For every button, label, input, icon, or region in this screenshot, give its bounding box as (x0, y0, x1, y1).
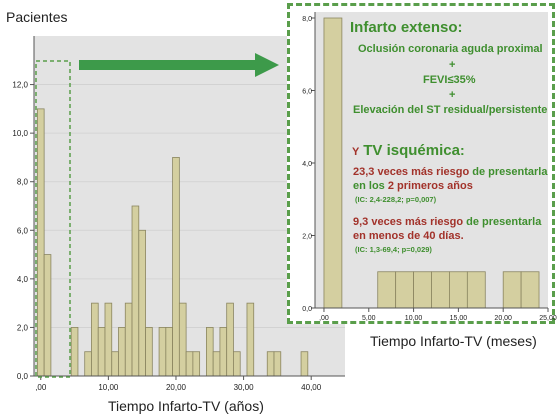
inset-x-tick-label: 10,00 (405, 315, 423, 322)
inset-bar (520, 271, 540, 309)
main-y-tick-label: 0,0 (17, 372, 29, 381)
highlight-dashed-box (35, 60, 71, 378)
annotation-line1: Oclusión coronaria aguda proximal (358, 43, 543, 55)
stat2-period: en menos de 40 días. (353, 229, 464, 242)
annotation-line3: Elevación del ST residual/persistente (353, 104, 548, 116)
inset-bar (502, 271, 522, 309)
inset-bar (413, 271, 432, 309)
inset-plot-area (315, 12, 548, 308)
inset-x-axis-label: Tiempo Infarto-TV (meses) (370, 333, 537, 349)
inset-y-tick-label: 2,0 (302, 234, 312, 241)
tv-heading-colon: : (459, 142, 465, 158)
stat2-ci: (IC: 1,3-69,4; p=0,029) (355, 245, 432, 254)
tv-prefix: Y (352, 146, 360, 158)
main-x-tick-label: ,00 (35, 383, 47, 392)
tv-heading: Y TV isquémica: (352, 142, 465, 161)
main-x-tick-label: 10,00 (98, 383, 119, 392)
inset-x-tick-label: 15,00 (450, 315, 468, 322)
inset-x-tick-label: 20,00 (494, 315, 512, 322)
main-y-tick-label: 6,0 (17, 226, 29, 235)
inset-bar (431, 271, 450, 309)
inset-bar (395, 271, 414, 309)
inset-x-tick-label: 5,00 (362, 315, 376, 322)
inset-y-tick-label: 4,0 (302, 161, 312, 168)
annotation-heading: Infarto extenso: (350, 19, 463, 36)
main-x-tick-label: 40,00 (301, 383, 322, 392)
inset-y-tick-label: 8,0 (302, 16, 312, 23)
main-y-axis-label: Pacientes (6, 9, 68, 25)
zoom-arrow (79, 53, 279, 77)
inset-bar (466, 271, 486, 309)
main-y-tick-label: 10,0 (12, 129, 28, 138)
main-y-tick-label: 12,0 (12, 81, 28, 90)
inset-bar (377, 271, 397, 309)
inset-y-tick-label: 0,0 (302, 306, 312, 313)
annotation-line2: FEVI≤35% (423, 74, 476, 86)
main-y-tick-label: 2,0 (17, 323, 29, 332)
stat1: 23,3 veces más riesgo de presentarla en … (353, 166, 549, 194)
stat1-risk: 23,3 veces más riesgo (353, 166, 470, 178)
annotation-plus2: + (449, 89, 456, 101)
main-y-tick-label: 8,0 (17, 178, 29, 187)
inset-bar (449, 271, 468, 309)
stat2: 9,3 veces más riesgo de presentarla en m… (353, 216, 549, 244)
main-x-tick-label: 20,00 (166, 383, 187, 392)
stat1-period: 2 primeros años (387, 179, 473, 192)
main-x-tick-label: 30,00 (234, 383, 255, 392)
stat1-text: de presentarla en los (353, 166, 548, 192)
main-x-axis-label: Tiempo Infarto-TV (años) (108, 398, 264, 414)
tv-heading-text: TV isquémica (363, 142, 460, 159)
inset-x-tick-label: ,00 (319, 315, 329, 322)
inset-x-tick-label: 25,00 (539, 315, 557, 322)
stat2-risk: 9,3 veces más riesgo (353, 216, 464, 228)
main-y-tick-label: 4,0 (17, 275, 29, 284)
stat1-ci: (IC: 2,4-228,2; p=0,007) (355, 195, 437, 204)
inset-y-tick-label: 6,0 (302, 89, 312, 96)
stat2-text: de presentarla (463, 216, 542, 228)
inset-bar (323, 17, 343, 309)
annotation-plus1: + (449, 59, 456, 71)
